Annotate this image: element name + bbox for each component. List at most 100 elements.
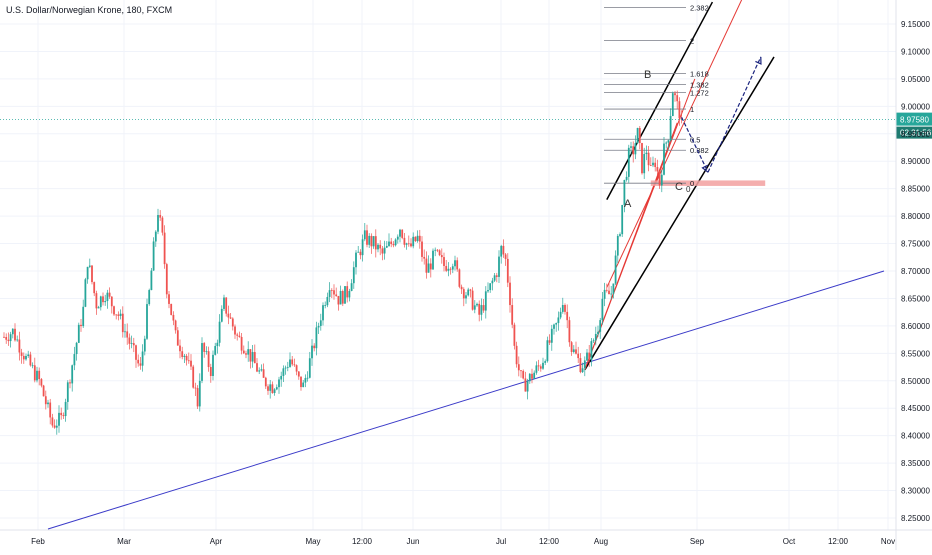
candle-body [403, 237, 406, 245]
candle-body [293, 364, 296, 366]
candle-body [654, 162, 657, 168]
candle-body [330, 290, 333, 291]
candle-body [443, 257, 445, 266]
candle-body [676, 95, 679, 102]
candle-body [115, 314, 118, 316]
candle-body [181, 351, 184, 357]
candle-body [223, 297, 225, 309]
y-tick-label: 9.10000 [901, 47, 930, 56]
candle-body [86, 266, 89, 280]
y-tick-label: 8.25000 [901, 514, 930, 523]
candle-body [29, 354, 32, 366]
candle-body [401, 229, 404, 238]
candle-body [260, 369, 263, 371]
candle-body [209, 367, 212, 376]
wave-label-c: C [675, 181, 683, 193]
candle-body [522, 370, 525, 379]
candle-body [278, 379, 280, 388]
candle-body [656, 167, 659, 172]
y-tick-label: 9.00000 [901, 102, 930, 111]
candle-body [44, 396, 47, 405]
candle-body [498, 256, 500, 277]
y-tick-label: 8.95000 [901, 130, 930, 139]
candle-body [82, 306, 85, 327]
candle-body [355, 252, 357, 268]
candle-body [526, 381, 529, 392]
candle-body [3, 336, 5, 338]
candle-body [539, 366, 542, 369]
candle-body [423, 256, 426, 259]
fib-level-label: 2 [690, 36, 694, 45]
candle-body [671, 93, 674, 117]
candle-body [267, 386, 269, 391]
candle-body [385, 245, 388, 248]
candle-body [231, 318, 234, 327]
candle-body [462, 289, 465, 299]
candle-body [66, 382, 69, 402]
candle-body [238, 335, 241, 337]
candle-body [187, 360, 190, 362]
candle-body [412, 236, 415, 247]
x-tick-label: 12:00 [539, 537, 560, 546]
candle-body [97, 307, 100, 309]
candle-body [291, 359, 294, 365]
candle-body [99, 296, 102, 308]
candle-body [630, 146, 632, 148]
candle-body [27, 354, 30, 356]
candle-body [286, 366, 289, 368]
candle-body [427, 263, 430, 273]
candle-body [14, 328, 16, 341]
candle-body [192, 366, 195, 388]
candle-body [482, 305, 485, 311]
candle-body [5, 337, 8, 340]
candle-body [561, 305, 564, 312]
candle-body [225, 297, 228, 314]
wave-label-c-sub: 0 [686, 185, 691, 194]
candle-body [128, 337, 131, 344]
candle-body [203, 343, 206, 352]
x-tick-label: Feb [31, 537, 45, 546]
candle-body [383, 247, 386, 254]
candle-body [546, 340, 549, 362]
candle-body [264, 377, 267, 387]
candle-body [157, 215, 159, 232]
candle-body [344, 286, 346, 304]
candle-body [379, 244, 382, 249]
candle-body [269, 384, 272, 391]
candle-body [262, 369, 265, 378]
candle-body [106, 292, 109, 302]
candle-body [405, 243, 408, 245]
candle-body [579, 358, 582, 373]
candle-body [141, 351, 144, 366]
candle-body [350, 283, 353, 291]
candle-body [216, 342, 219, 347]
candle-body [445, 265, 448, 271]
candle-body [319, 320, 322, 326]
y-tick-label: 8.30000 [901, 487, 930, 496]
candle-body [218, 321, 221, 343]
candle-body [71, 365, 74, 384]
candle-body [535, 365, 538, 373]
candle-body [572, 349, 575, 352]
candle-body [425, 258, 428, 273]
candle-body [594, 333, 597, 341]
candle-body [544, 361, 547, 363]
candle-body [513, 324, 516, 346]
y-tick-label: 8.70000 [901, 267, 930, 276]
candle-body [533, 372, 536, 379]
y-tick-label: 8.55000 [901, 349, 930, 358]
candle-body [306, 377, 309, 379]
candle-body [150, 270, 153, 291]
candle-body [625, 176, 628, 180]
y-tick-label: 8.60000 [901, 322, 930, 331]
x-tick-label: 12:00 [352, 537, 373, 546]
candle-body [542, 362, 544, 369]
candle-body [335, 294, 338, 297]
candle-body [121, 313, 124, 333]
fib-level-label: 2.382 [690, 4, 709, 13]
target-zone [650, 180, 766, 186]
candle-body [313, 345, 316, 349]
candle-body [236, 334, 239, 336]
